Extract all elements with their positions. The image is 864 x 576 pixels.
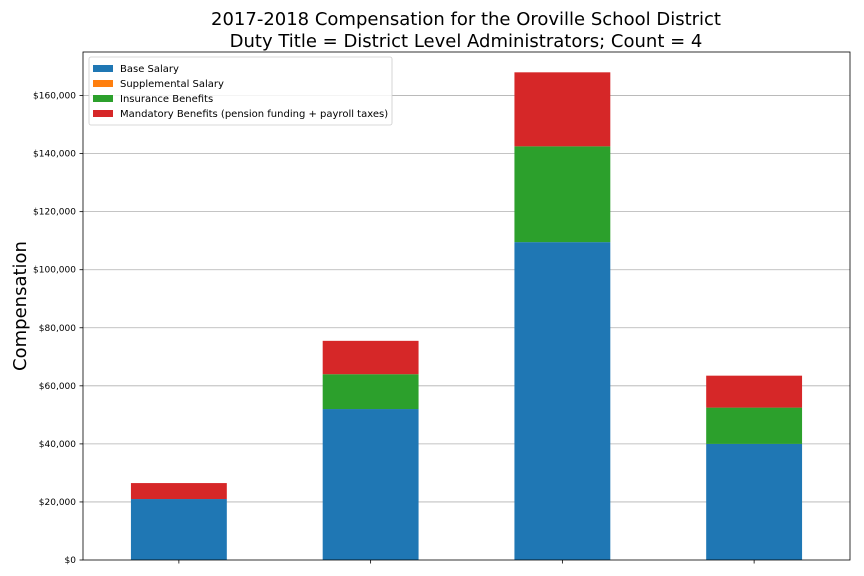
axes: $0 $20,000 $40,000 $60,000 $80,000 $100,000 $1… <box>33 51 851 566</box>
bar-segment <box>706 443 803 560</box>
legend-swatch <box>93 110 113 117</box>
legend-swatch <box>93 65 113 72</box>
legend-label: Supplemental Salary <box>120 79 224 90</box>
bar-segment <box>130 483 227 500</box>
bar-segment <box>322 409 419 560</box>
y-tick-label: $120,000 <box>33 208 76 218</box>
bars <box>130 72 803 560</box>
y-axis-label: Compensation <box>10 241 31 371</box>
bar-segment <box>130 499 227 560</box>
y-tick-label: $60,000 <box>39 382 76 392</box>
bar-segment <box>514 146 611 243</box>
chart-title-line-2: Duty Title = District Level Administrato… <box>230 31 703 52</box>
y-tick-label: $20,000 <box>39 498 76 508</box>
bar-segment <box>322 340 419 375</box>
chart-title-line-1: 2017-2018 Compensation for the Oroville … <box>211 9 721 30</box>
legend-label: Base Salary <box>120 64 179 75</box>
y-tick-label: $40,000 <box>39 440 76 450</box>
bar-segment <box>706 407 803 444</box>
y-tick-label: $160,000 <box>33 92 76 102</box>
legend-swatch <box>93 80 113 87</box>
legend-label: Mandatory Benefits (pension funding + pa… <box>120 109 388 120</box>
bar-segment <box>514 242 611 560</box>
legend-swatch <box>93 95 113 102</box>
plot-frame <box>82 51 851 561</box>
legend-label: Insurance Benefits <box>120 94 213 105</box>
y-tick-label: $100,000 <box>33 266 76 276</box>
y-tick-label: $0 <box>65 556 77 566</box>
gridlines <box>83 95 850 503</box>
bar-segment <box>706 375 803 408</box>
legend-box <box>88 56 393 126</box>
bar-segment <box>514 72 611 147</box>
y-tick-label: $140,000 <box>33 150 76 160</box>
bar-segment <box>322 374 419 410</box>
y-tick-label: $80,000 <box>39 324 76 334</box>
legend: Base Salary Supplemental Salary Insurance … <box>88 56 393 126</box>
